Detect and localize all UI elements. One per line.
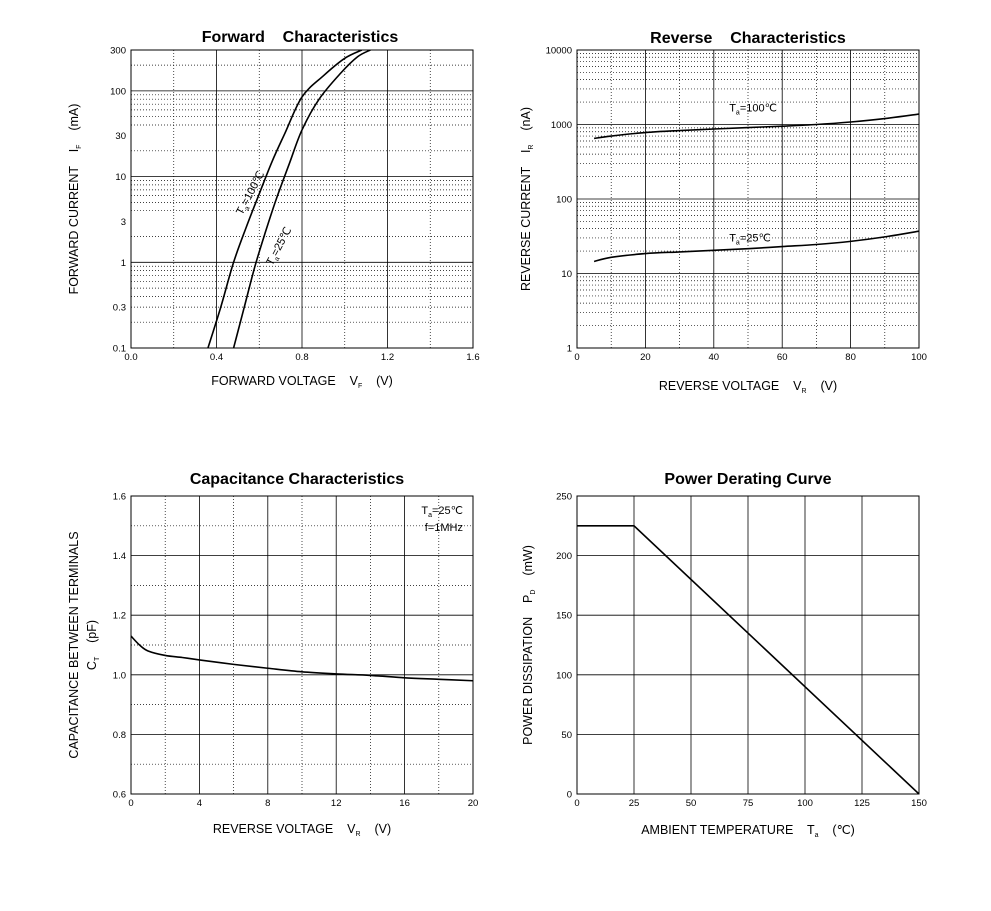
- derating-y-axis-label: POWER DISSIPATION PD (mW): [521, 545, 537, 745]
- capacitance-x-tick-label: 12: [331, 798, 342, 809]
- derating-x-tick-label: 150: [911, 798, 927, 809]
- reverse-x-tick-label: 20: [640, 352, 651, 363]
- derating-y-tick-label: 50: [561, 730, 572, 741]
- derating-chart-title: Power Derating Curve: [664, 471, 831, 488]
- reverse-chart: 0 20 40 60 80 100 1 10 100 1000 10000 Reverse Chara…: [519, 30, 927, 395]
- reverse-y-tick-label: 10000: [546, 46, 572, 57]
- derating-x-tick-label: 25: [629, 798, 640, 809]
- forward-series-line-0: [207, 50, 363, 348]
- derating-y-tick-label: 250: [556, 492, 572, 503]
- capacitance-x-tick-label: 4: [197, 798, 202, 809]
- forward-y-tick-label: 0.3: [113, 303, 126, 314]
- capacitance-y-tick-label: 1.2: [113, 611, 126, 622]
- capacitance-y-tick-label: 1.6: [113, 492, 126, 503]
- reverse-series-line-1: [593, 230, 919, 263]
- capacitance-x-tick-label: 8: [265, 798, 270, 809]
- capacitance-chart: 0 4 8 12 16 20 0.6 0.8 1.0 1.2 1.4 1.6 Capacitance C…: [67, 471, 478, 838]
- capacitance-chart-title: Capacitance Characteristics: [190, 471, 404, 488]
- forward-y-tick-label: 300: [110, 46, 126, 57]
- forward-y-tick-label: 30: [115, 131, 126, 142]
- derating-y-tick-label: 100: [556, 670, 572, 681]
- forward-y-axis-label: FORWARD CURRENT IF (mA): [67, 104, 83, 295]
- derating-y-tick-label: 200: [556, 551, 572, 562]
- derating-series-line-0: [577, 525, 919, 794]
- derating-x-tick-label: 75: [743, 798, 754, 809]
- forward-y-tick-label: 1: [121, 258, 126, 269]
- capacitance-x-tick-label: 0: [128, 798, 133, 809]
- derating-x-tick-label: 100: [797, 798, 813, 809]
- reverse-x-tick-label: 100: [911, 352, 927, 363]
- forward-y-tick-label: 10: [115, 172, 126, 183]
- capacitance-x-tick-label: 20: [468, 798, 479, 809]
- derating-y-tick-label: 0: [567, 790, 572, 801]
- capacitance-y-tick-label: 1.4: [113, 551, 126, 562]
- reverse-y-axis-label: REVERSE CURRENT IR (nA): [519, 107, 535, 291]
- forward-x-tick-label: 1.2: [381, 352, 394, 363]
- forward-x-axis-label: FORWARD VOLTAGE VF (V): [211, 374, 393, 390]
- forward-series-line-1: [232, 50, 371, 348]
- capacitance-series-line-0: [131, 635, 473, 682]
- forward-x-tick-label: 0.0: [124, 352, 137, 363]
- reverse-y-tick-label: 10: [561, 269, 572, 280]
- reverse-series-label-0: Ta=100℃: [729, 102, 777, 116]
- forward-x-tick-label: 0.8: [295, 352, 308, 363]
- capacitance-grid: [130, 495, 474, 795]
- forward-x-tick-label: 1.6: [466, 352, 479, 363]
- reverse-x-tick-label: 60: [777, 352, 788, 363]
- derating-plot-frame: [576, 495, 920, 795]
- reverse-series-label-1: Ta=25℃: [729, 232, 771, 246]
- derating-y-tick-label: 150: [556, 611, 572, 622]
- capacitance-y-tick-label: 1.0: [113, 670, 126, 681]
- reverse-x-tick-label: 0: [574, 352, 579, 363]
- capacitance-y-tick-label: 0.6: [113, 790, 126, 801]
- capacitance-condition-freq: f=1MHz: [425, 522, 463, 534]
- forward-y-tick-label: 3: [121, 217, 126, 228]
- capacitance-y-tick-label: 0.8: [113, 730, 126, 741]
- reverse-x-tick-label: 40: [709, 352, 720, 363]
- reverse-series-line-0: [593, 113, 919, 140]
- reverse-y-tick-label: 1000: [551, 120, 572, 131]
- capacitance-x-tick-label: 16: [399, 798, 410, 809]
- forward-chart: 0.0 0.4 0.8 1.2 1.6 0.1 0.3 1 3 10 30 100 300 Forward…: [67, 29, 480, 390]
- forward-y-tick-label: 0.1: [113, 344, 126, 355]
- capacitance-y-axis-label: CAPACITANCE BETWEEN TERMINALS: [67, 531, 81, 758]
- derating-grid: [576, 495, 920, 795]
- reverse-plot-frame: [576, 49, 920, 349]
- forward-grid: [130, 50, 474, 348]
- capacitance-x-axis-label: REVERSE VOLTAGE VR (V): [213, 822, 391, 838]
- capacitance-condition-temp: Ta=25℃: [421, 505, 463, 519]
- forward-plot-frame: [130, 49, 474, 349]
- reverse-y-tick-label: 1: [567, 344, 572, 355]
- reverse-grid: [576, 49, 920, 349]
- reverse-x-tick-label: 80: [845, 352, 856, 363]
- capacitance-y-axis-unit-label: CT (pF): [85, 620, 101, 670]
- reverse-x-axis-label: REVERSE VOLTAGE VR (V): [659, 379, 837, 395]
- derating-chart: 0 25 50 75 100 125 150 0 50 100 150 200 250 Power Der…: [521, 471, 927, 839]
- reverse-chart-title: Reverse Characteristics: [650, 30, 846, 47]
- forward-chart-title: Forward Characteristics: [202, 29, 399, 46]
- forward-y-tick-label: 100: [110, 86, 126, 97]
- reverse-y-tick-label: 100: [556, 195, 572, 206]
- derating-x-tick-label: 0: [574, 798, 579, 809]
- derating-x-axis-label: AMBIENT TEMPERATURE Ta (℃): [641, 823, 855, 839]
- derating-x-tick-label: 50: [686, 798, 697, 809]
- capacitance-plot-frame: [130, 495, 474, 795]
- derating-x-tick-label: 125: [854, 798, 870, 809]
- forward-x-tick-label: 0.4: [210, 352, 223, 363]
